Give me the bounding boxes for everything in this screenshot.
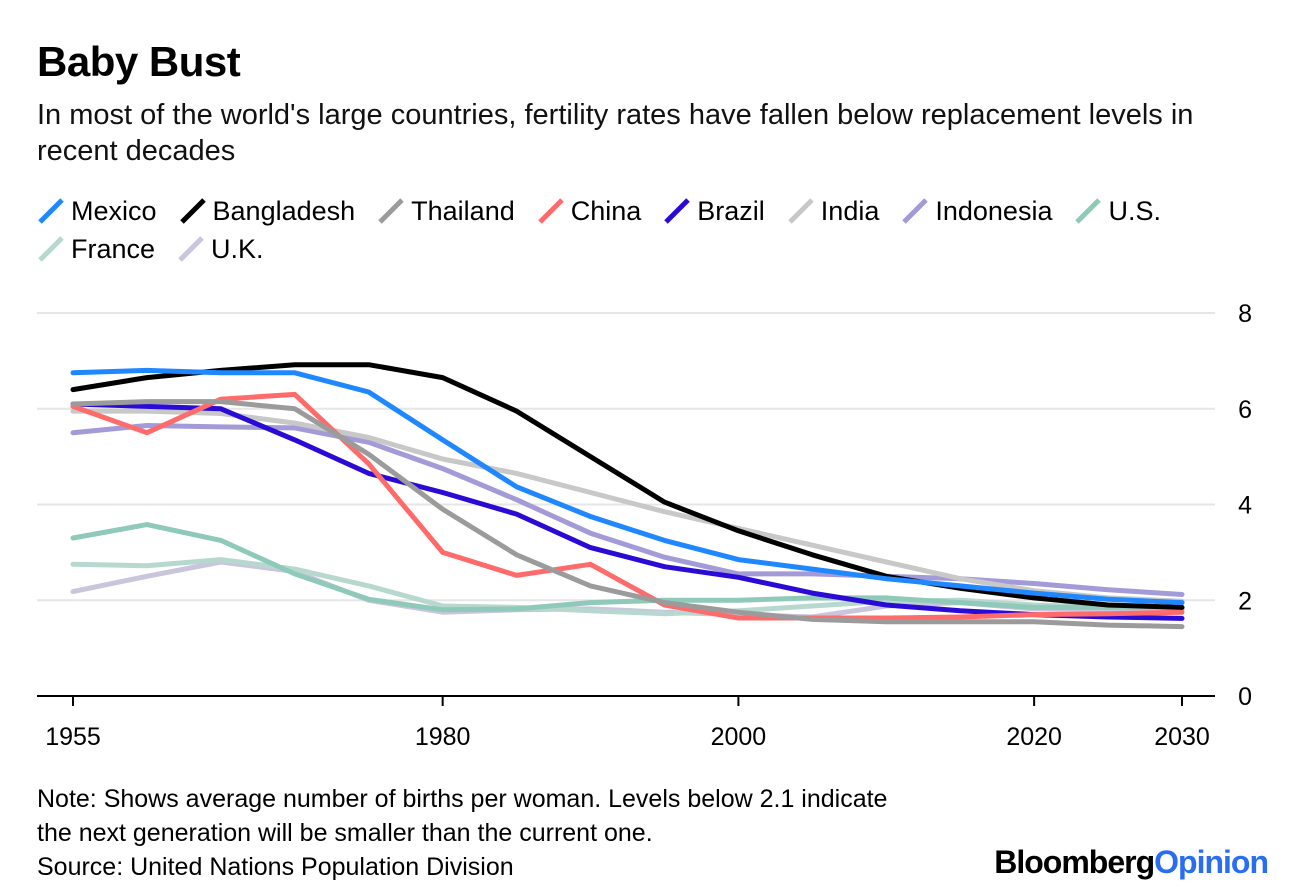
- y-tick-label: 8: [1238, 300, 1252, 328]
- legend-label: India: [820, 195, 880, 226]
- x-tick-label: 2020: [1006, 723, 1062, 751]
- y-tick-label: 4: [1238, 492, 1252, 520]
- x-tick-label: 1980: [415, 723, 471, 751]
- y-tick-label: 0: [1238, 683, 1252, 711]
- legend-label: Bangladesh: [212, 195, 356, 226]
- series-line-mexico: [70, 367, 1185, 606]
- legend-swatch: [537, 197, 565, 225]
- series-line-bangladesh: [70, 362, 1185, 610]
- legend-label: U.K.: [211, 233, 264, 264]
- legend-label: China: [570, 195, 642, 226]
- brand-part-2: Opinion: [1154, 844, 1269, 880]
- chart-title: Baby Bust: [37, 38, 241, 85]
- brand-logo: BloombergOpinion: [994, 844, 1269, 881]
- legend-swatch: [901, 197, 929, 225]
- legend-item: U.K.: [177, 230, 264, 268]
- legend-label: Mexico: [71, 195, 157, 226]
- legend-swatch: [177, 235, 205, 263]
- legend-label: Brazil: [697, 195, 765, 226]
- legend-label: Indonesia: [935, 195, 1053, 226]
- legend-swatch: [787, 197, 815, 225]
- note-line-2: the next generation will be smaller than…: [37, 819, 653, 847]
- legend: Mexico Bangladesh Thailand China Brazil India…: [37, 192, 1257, 268]
- series-line-india: [70, 408, 1185, 604]
- legend-label: France: [71, 233, 156, 264]
- legend-swatch: [377, 197, 405, 225]
- chart-subtitle: In most of the world's large countries, …: [37, 99, 1194, 167]
- brand-part-1: Bloomberg: [994, 844, 1155, 880]
- source-text: Source: United Nations Population Divisi…: [37, 853, 514, 881]
- legend-item: Brazil: [663, 192, 765, 230]
- y-tick-label: 6: [1238, 396, 1252, 424]
- series-line-china: [70, 391, 1185, 621]
- legend-item: Mexico: [37, 192, 157, 230]
- legend-item: China: [537, 192, 642, 230]
- legend-item: India: [787, 192, 880, 230]
- legend-item: Thailand: [377, 192, 515, 230]
- legend-item: Bangladesh: [179, 192, 356, 230]
- y-tick-label: 2: [1238, 587, 1252, 615]
- series-line-thailand: [70, 399, 1185, 630]
- legend-swatch: [1074, 197, 1102, 225]
- legend-swatch: [37, 235, 65, 263]
- series-line-indonesia: [70, 423, 1185, 597]
- legend-swatch: [663, 197, 691, 225]
- x-tick-label: 1955: [45, 723, 101, 751]
- line-chart: 0 2 4 6 8 1955 1980 2000 2020 2030: [37, 300, 1252, 751]
- footnote: Note: Shows average number of births per…: [37, 782, 887, 884]
- legend-label: Thailand: [411, 195, 515, 226]
- x-tick-label: 2030: [1154, 723, 1210, 751]
- legend-item: Indonesia: [901, 192, 1052, 230]
- series-line-brazil: [70, 401, 1185, 621]
- legend-swatch: [37, 197, 65, 225]
- legend-item: France: [37, 230, 155, 268]
- legend-label: U.S.: [1108, 195, 1161, 226]
- x-tick-label: 2000: [711, 723, 767, 751]
- legend-swatch: [179, 197, 207, 225]
- series-line-u-s: [70, 522, 1185, 613]
- note-line-1: Note: Shows average number of births per…: [37, 785, 888, 813]
- legend-item: U.S.: [1074, 192, 1161, 230]
